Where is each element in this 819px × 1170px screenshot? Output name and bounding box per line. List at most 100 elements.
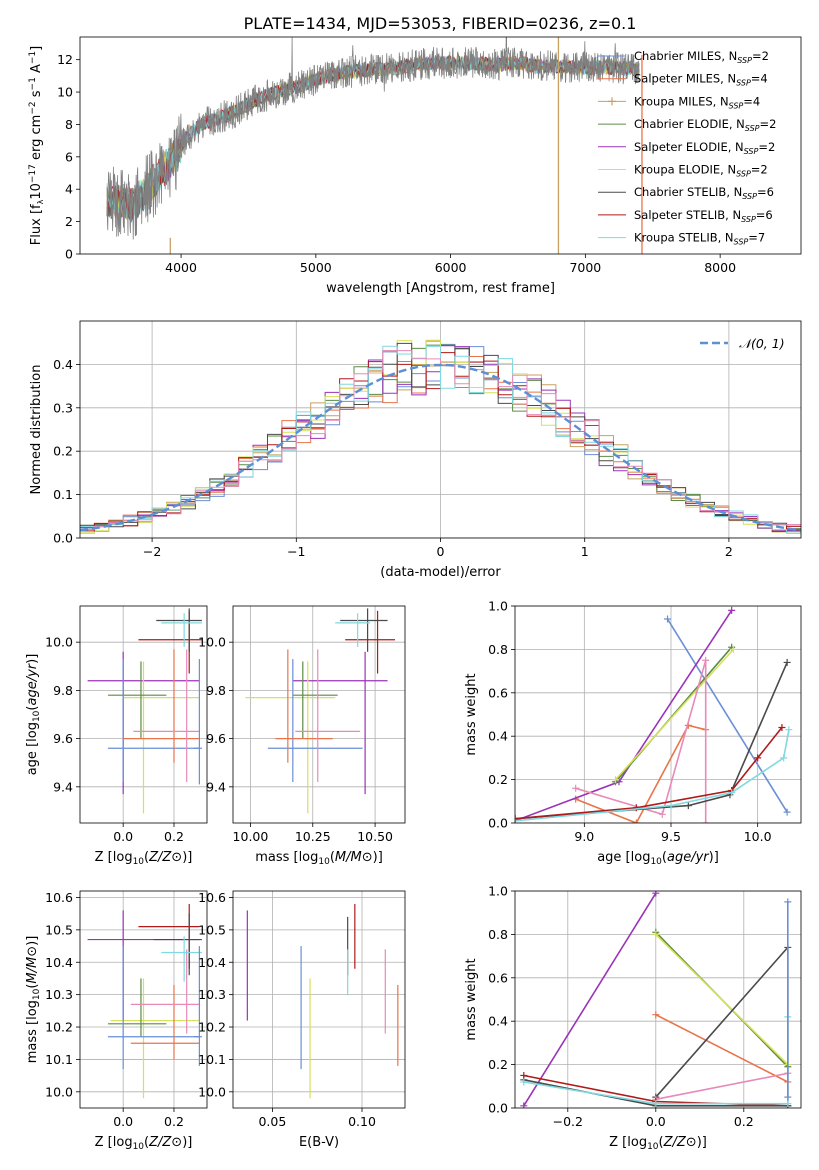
weight-point-marker bbox=[784, 1100, 792, 1108]
age-vs-z-ytick-label: 10.0 bbox=[45, 635, 73, 650]
weight-vs-z-ylabel: mass weight bbox=[464, 958, 479, 1040]
weight-vs-z-xtick-label: 0.2 bbox=[734, 1114, 754, 1129]
mass-vs-z-ytick-label: 10.0 bbox=[45, 1084, 73, 1099]
legend-label: 𝒩(0, 1) bbox=[739, 336, 785, 351]
residual-histogram-ytick-label: 0.0 bbox=[53, 531, 73, 546]
weight-point-marker bbox=[780, 754, 788, 762]
weight-vs-z-frame bbox=[514, 890, 802, 1109]
weight-vs-age-xtick-label: 9.0 bbox=[574, 829, 594, 844]
mass-vs-ebv-frame bbox=[232, 890, 406, 1109]
age-vs-mass-plot-area bbox=[233, 606, 405, 823]
residual-histogram-ylabel: Normed distribution bbox=[29, 365, 44, 495]
age-vs-mass-xlabel: mass [log10(M/M⊙)] bbox=[255, 850, 383, 867]
mass-vs-z-xtick-label: 0.2 bbox=[164, 1114, 184, 1129]
age-vs-mass-xtick-label: 10.25 bbox=[295, 829, 331, 844]
legend-label: Kroupa STELIB, NSSP=7 bbox=[634, 231, 765, 247]
spectrum-ylabel: Flux [fλ10−17 erg cm−2 s−1 A−1] bbox=[28, 46, 45, 245]
weight-point-marker bbox=[520, 1102, 528, 1108]
mass-vs-ebv-ytick-label: 10.5 bbox=[198, 922, 226, 937]
weight-point-marker bbox=[652, 930, 660, 938]
mass-vs-z-ytick-label: 10.3 bbox=[45, 987, 73, 1002]
spectrum-xtick-label: 6000 bbox=[435, 260, 467, 275]
spectrum-ytick-label: 0 bbox=[65, 247, 73, 262]
spectrum-xlabel: wavelength [Angstrom, rest frame] bbox=[326, 281, 555, 296]
weight-vs-age-xtick-label: 10.0 bbox=[744, 829, 772, 844]
weight-series-line bbox=[655, 1013, 789, 1083]
weight-vs-z-ytick-label: 0.8 bbox=[488, 927, 508, 942]
weight-series-line bbox=[515, 729, 790, 822]
residual-histogram-xtick-label: 2 bbox=[725, 544, 733, 559]
weight-vs-z-ytick-label: 0.2 bbox=[488, 1057, 508, 1072]
legend-label: Kroupa MILES, NSSP=4 bbox=[634, 94, 760, 110]
spectrum-axes: 4000 5000 6000 7000 8000 0 2 4 6 8 10 12 wavelength … bbox=[28, 36, 802, 296]
spectrum-legend: Chabrier MILES, NSSP=2 Salpeter MILES, NS… bbox=[598, 49, 776, 247]
mass-vs-ebv-ytick-label: 10.2 bbox=[198, 1020, 226, 1035]
mass-vs-z-ytick-label: 10.2 bbox=[45, 1020, 73, 1035]
age-vs-z-plot-area bbox=[80, 606, 207, 823]
weight-point-marker bbox=[612, 776, 620, 784]
weight-vs-age-xlabel: age [log10(age/yr)] bbox=[597, 850, 719, 867]
weight-point-marker bbox=[754, 754, 762, 762]
weight-series-line bbox=[655, 945, 789, 1106]
residual-histogram-xlabel: (data-model)/error bbox=[380, 565, 501, 580]
weight-point-marker bbox=[783, 808, 791, 816]
spectrum-xtick-label: 8000 bbox=[704, 260, 736, 275]
weight-series-line bbox=[614, 648, 734, 781]
age-vs-mass-ytick-label: 10.0 bbox=[198, 635, 226, 650]
weight-vs-age-ytick-label: 0.6 bbox=[488, 685, 508, 700]
weight-point-marker bbox=[658, 810, 666, 818]
mass-vs-z-ytick-label: 10.4 bbox=[45, 955, 73, 970]
mass-vs-z-ytick-label: 10.6 bbox=[45, 890, 73, 905]
spectrum-plot-area bbox=[106, 37, 643, 254]
weight-vs-z-ytick-label: 0.0 bbox=[488, 1101, 508, 1116]
legend-label: Chabrier ELODIE, NSSP=2 bbox=[634, 117, 776, 133]
spectrum-data-line bbox=[106, 37, 640, 240]
weight-point-marker bbox=[520, 1078, 528, 1086]
spectrum-xtick-label: 7000 bbox=[569, 260, 601, 275]
weight-point-marker bbox=[572, 784, 580, 792]
weight-point-marker bbox=[667, 802, 675, 810]
weight-point-marker bbox=[784, 1093, 792, 1101]
residual-histogram-ytick-label: 0.3 bbox=[53, 400, 73, 415]
weight-point-marker bbox=[702, 819, 710, 823]
spectrum-xtick-label: 4000 bbox=[165, 260, 197, 275]
mass-vs-ebv-ytick-label: 10.1 bbox=[198, 1052, 226, 1067]
age-vs-z-ytick-label: 9.4 bbox=[53, 779, 73, 794]
age-vs-z-frame bbox=[79, 605, 208, 824]
spectrum-ytick-label: 12 bbox=[57, 52, 73, 67]
mass-vs-ebv-ytick-label: 10.0 bbox=[198, 1084, 226, 1099]
residual-histogram-ytick-label: 0.1 bbox=[53, 487, 73, 502]
age-vs-mass-xtick-label: 10.50 bbox=[357, 829, 393, 844]
age-vs-mass-frame bbox=[232, 605, 406, 824]
weight-point-marker bbox=[515, 817, 519, 823]
weight-vs-age-axes: 9.0 9.5 10.0 0.0 0.2 0.4 0.6 0.8 1.0 age [log10(a… bbox=[464, 599, 802, 867]
age-vs-z-xlabel: Z [log10(Z/Z⊙)] bbox=[95, 850, 193, 867]
age-vs-z-axes: 0.0 0.2 9.4 9.6 9.8 10.0 Z [log10(Z/Z⊙)] age [l… bbox=[25, 605, 208, 867]
weight-point-marker bbox=[785, 726, 793, 734]
mass-vs-ebv-ytick-label: 10.3 bbox=[198, 987, 226, 1002]
spectrum-ytick-label: 4 bbox=[65, 182, 73, 197]
residual-histogram-xtick-label: 0 bbox=[437, 544, 445, 559]
age-vs-z-ytick-label: 9.8 bbox=[53, 683, 73, 698]
weight-series-line bbox=[655, 933, 789, 1066]
weight-series-line bbox=[666, 618, 788, 813]
weight-vs-age-xtick-label: 9.5 bbox=[661, 829, 681, 844]
spectrum-ytick-label: 8 bbox=[65, 117, 73, 132]
weight-point-marker bbox=[784, 898, 792, 906]
residual-histogram-xtick-label: 1 bbox=[581, 544, 589, 559]
weight-vs-z-axes: −0.2 0.0 0.2 0.0 0.2 0.4 0.6 0.8 1.0 Z [log10(Z/Z… bbox=[464, 884, 802, 1152]
weight-point-marker bbox=[728, 606, 736, 614]
legend-label: Salpeter STELIB, NSSP=6 bbox=[634, 208, 773, 224]
weight-point-marker bbox=[778, 724, 786, 732]
residual-histogram-xtick-label: −2 bbox=[143, 544, 161, 559]
weight-point-marker bbox=[652, 1011, 660, 1019]
spectrum-ytick-label: 10 bbox=[57, 85, 73, 100]
mass-vs-z-axes: 0.0 0.2 10.0 10.1 10.2 10.3 10.4 10.5 10.6 Z [log… bbox=[25, 890, 208, 1152]
age-vs-mass-axes: 10.00 10.25 10.50 9.4 9.6 9.8 10.0 mass [log10(… bbox=[198, 605, 406, 867]
weight-vs-z-xlabel: Z [log10(Z/Z⊙)] bbox=[609, 1135, 707, 1152]
age-vs-z-ylabel: age [log10(age/yr)] bbox=[25, 654, 42, 776]
weight-point-marker bbox=[728, 789, 736, 797]
spectrum-frame bbox=[79, 36, 802, 255]
weight-series-line bbox=[515, 609, 733, 822]
